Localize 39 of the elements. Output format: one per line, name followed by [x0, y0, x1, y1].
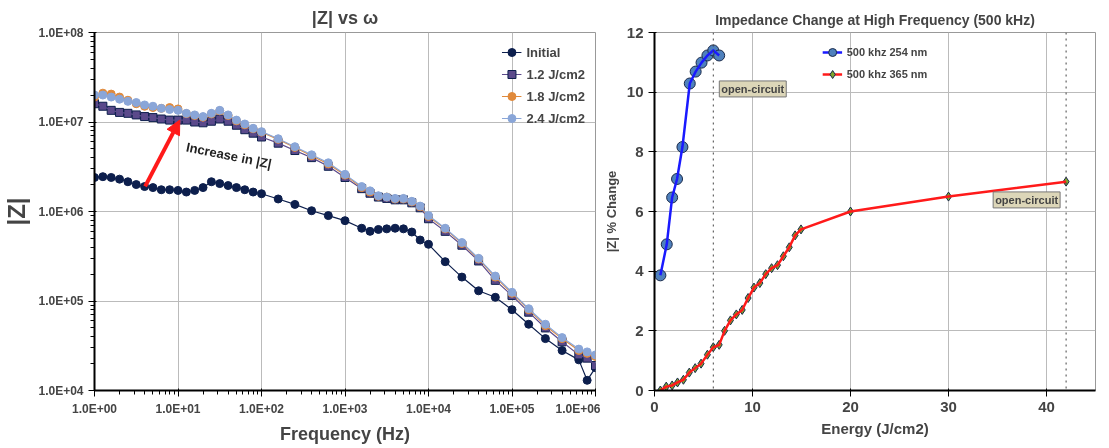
- legend-label: 500 khz 365 nm: [846, 68, 928, 80]
- y-tick-label: 1.0E+07: [38, 115, 84, 129]
- legend-label: 2.4 J/cm2: [526, 110, 585, 126]
- y-tick-label: 12: [626, 23, 644, 41]
- x-tick-label: 0: [650, 397, 659, 415]
- x-axis-title: Energy (J/cm2): [821, 419, 929, 437]
- legend-label: 500 khz 254 nm: [846, 46, 928, 58]
- y-tick-label: 10: [626, 83, 644, 101]
- y-tick-label: 6: [635, 202, 644, 220]
- x-tick-label: 30: [940, 397, 957, 415]
- x-tick-label: 1.0E+01: [155, 401, 201, 416]
- y-tick-label: 2: [635, 321, 644, 339]
- x-tick-label: 1.0E+00: [71, 401, 118, 416]
- x-tick-label: 1.0E+06: [555, 401, 601, 416]
- y-tick-label: 0: [635, 381, 644, 399]
- y-tick-label: 1.0E+06: [38, 204, 84, 219]
- x-tick-label: 40: [1038, 397, 1055, 415]
- x-tick-label: 1.0E+04: [405, 401, 452, 416]
- y-tick-label: 1.0E+05: [38, 294, 84, 308]
- y-tick-label: 4: [635, 262, 645, 280]
- chart-title: Impedance Change at High Frequency (500 kHz): [715, 11, 1035, 28]
- y-axis-title: |Z| % Change: [603, 170, 619, 253]
- chart-title: |Z| vs ω: [311, 7, 379, 28]
- y-tick-label: 1.0E+08: [38, 25, 84, 40]
- legend-label: 1.2 J/cm2: [526, 66, 585, 82]
- y-tick-label: 8: [635, 142, 644, 160]
- legend-label: 1.8 J/cm2: [526, 88, 585, 104]
- x-tick-label: 1.0E+05: [489, 401, 535, 416]
- legend-label: Initial: [526, 44, 561, 60]
- x-axis-title: Frequency (Hz): [279, 423, 411, 444]
- x-tick-label: 1.0E+03: [322, 401, 368, 416]
- annotation: Increase in |Z|: [184, 139, 273, 172]
- ref-line-label: open-circuit: [995, 193, 1059, 206]
- y-axis-title: |Z|: [3, 197, 31, 226]
- x-tick-label: 10: [744, 397, 761, 415]
- ref-line-label: open-circuit: [721, 82, 785, 95]
- x-tick-label: 1.0E+02: [238, 401, 285, 416]
- y-tick-label: 1.0E+04: [38, 383, 84, 398]
- x-tick-label: 20: [842, 397, 859, 415]
